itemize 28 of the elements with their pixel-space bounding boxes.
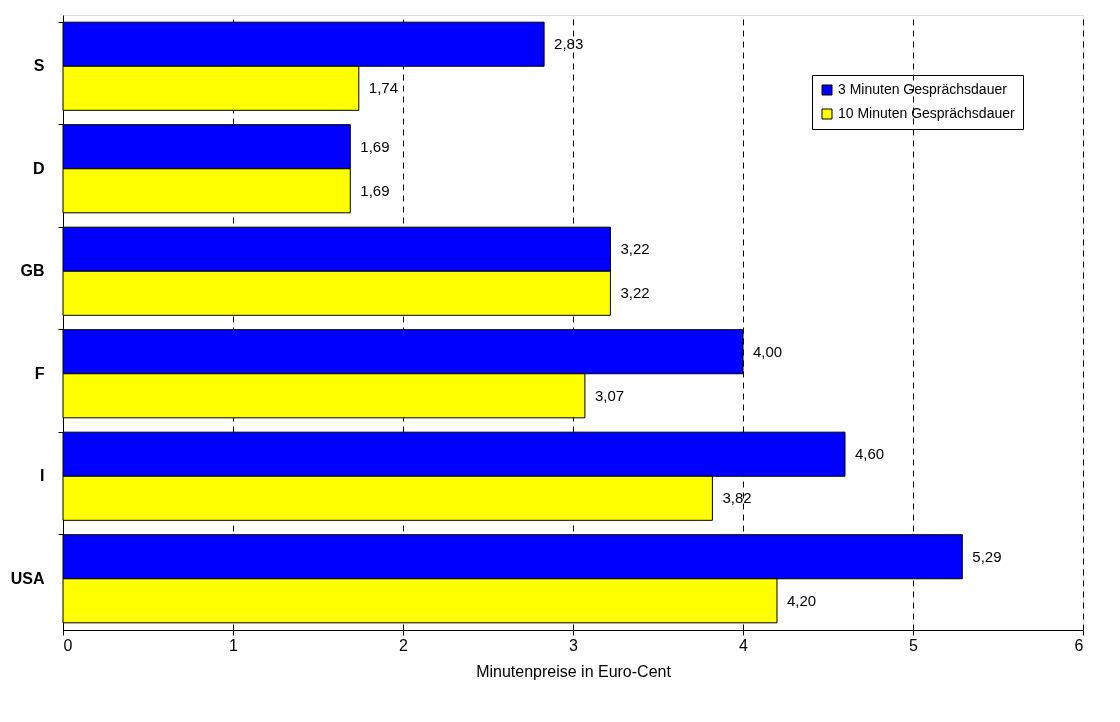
data-label: 5,29 bbox=[972, 547, 1002, 565]
x-tick-label: 3 bbox=[569, 636, 579, 654]
x-tick-label: 0 bbox=[63, 636, 73, 654]
y-tick-label: F bbox=[34, 364, 45, 382]
legend-label: 3 Minuten Gesprächsdauer bbox=[838, 81, 1008, 97]
y-tick-label: D bbox=[32, 159, 45, 177]
x-tick-label: 2 bbox=[399, 636, 409, 654]
data-label: 4,20 bbox=[787, 591, 817, 609]
data-label: 1,69 bbox=[360, 137, 390, 155]
y-tick-label: I bbox=[40, 467, 45, 485]
data-label: 3,07 bbox=[594, 386, 625, 404]
data-label: 1,69 bbox=[360, 181, 390, 199]
x-tick-label: 6 bbox=[1074, 636, 1084, 654]
y-tick-label: GB bbox=[20, 262, 45, 280]
x-tick-label: 1 bbox=[229, 636, 239, 654]
legend-label: 10 Minuten Gesprächsdauer bbox=[838, 105, 1015, 121]
data-label: 4,00 bbox=[753, 342, 783, 360]
data-label: 4,60 bbox=[855, 445, 885, 463]
x-tick-label: 5 bbox=[909, 636, 919, 654]
data-label: 3,22 bbox=[620, 284, 650, 302]
data-label: 1,74 bbox=[368, 79, 398, 97]
x-tick-label: 4 bbox=[739, 636, 749, 654]
data-label: 3,22 bbox=[620, 240, 650, 258]
y-tick-label: S bbox=[33, 57, 45, 75]
y-tick-label: USA bbox=[10, 569, 45, 587]
x-axis-title: Minutenpreise in Euro-Cent bbox=[476, 662, 672, 680]
data-label: 3,82 bbox=[722, 489, 752, 507]
data-label: 2,83 bbox=[554, 35, 584, 53]
